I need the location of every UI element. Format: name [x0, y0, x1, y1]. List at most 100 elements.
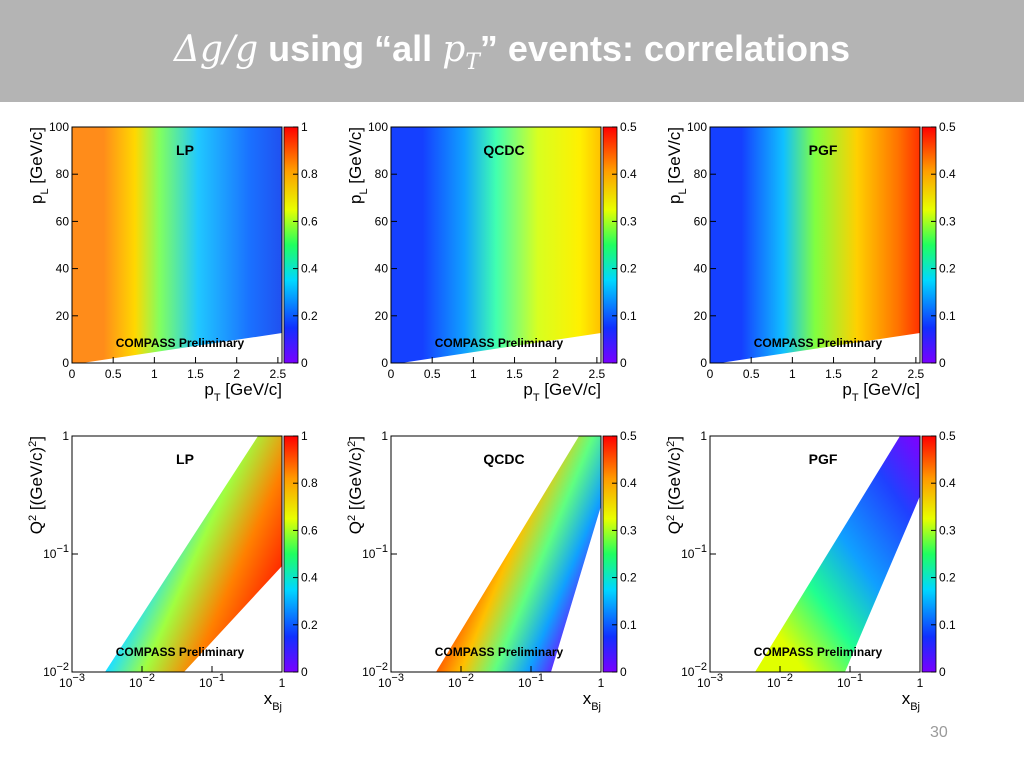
colorbar-tick-label: 0.3 [620, 523, 637, 537]
colorbar [602, 126, 618, 364]
x-tick-label: 0 [388, 367, 395, 381]
empty-region [720, 333, 920, 363]
colorbar-tick-label: 1 [301, 120, 308, 134]
label-part: 10 [199, 676, 213, 690]
label-part: −1 [56, 543, 69, 555]
plot-frame [709, 126, 921, 364]
label-part: −2 [780, 672, 793, 684]
label-part: −2 [56, 661, 69, 673]
y-tick-label: 60 [56, 214, 70, 228]
heatmap-band [436, 436, 601, 672]
x-tick-label: 2 [233, 367, 240, 381]
plot-label: PGF [809, 451, 838, 467]
x-tick-label: 2 [871, 367, 878, 381]
label-part: −3 [710, 672, 723, 684]
colorbar-tick-label: 0.4 [620, 476, 637, 490]
label-part: p [204, 380, 213, 399]
plot-label: QCDC [483, 142, 524, 158]
x-tick-label: 10−3 [697, 672, 723, 690]
x-tick-label: 2.5 [270, 367, 287, 381]
colorbar-tick-label: 0.2 [620, 262, 637, 276]
slide-title: Δ𝑔/𝑔 using “all 𝑝𝑇” events: correlations [0, 28, 1024, 75]
label-part: 1 [381, 429, 388, 443]
label-part: Bj [272, 701, 282, 713]
label-part: 10 [697, 676, 711, 690]
label-part: 1 [917, 676, 924, 690]
y-axis-label: Q2 [(GeV/c)2] [665, 436, 684, 534]
y-tick-label: 80 [56, 167, 70, 181]
label-part: 2 [346, 441, 358, 447]
label-part: Q [346, 521, 365, 534]
y-axis-label: pL [GeV/c] [27, 127, 51, 204]
label-part: 1 [700, 429, 707, 443]
colorbar-tick-label: 0.2 [301, 618, 318, 632]
y-tick-label: 40 [694, 262, 708, 276]
colorbar-tick-label: 0.5 [939, 429, 956, 443]
colorbar-tick-label: 0.8 [301, 476, 318, 490]
x-axis-label: xBj [902, 689, 920, 713]
x-axis-label: xBj [583, 689, 601, 713]
colorbar-tick-label: 0.5 [620, 429, 637, 443]
label-part: 2 [346, 515, 358, 521]
y-axis-label: pL [GeV/c] [665, 127, 689, 204]
label-part: 2 [27, 515, 39, 521]
label-part: p [842, 380, 851, 399]
title-text: using “all [258, 28, 443, 69]
y-tick-label: 10−2 [681, 661, 707, 679]
label-part: 10 [43, 665, 57, 679]
label-part: 10 [378, 676, 392, 690]
plot-label: LP [176, 142, 194, 158]
label-part: 1 [62, 429, 69, 443]
x-tick-label: 10−1 [518, 672, 544, 690]
plot-frame [390, 126, 602, 364]
y-tick-label: 80 [375, 167, 389, 181]
y-tick-label: 1 [381, 429, 388, 443]
label-part: −2 [142, 672, 155, 684]
colorbar-tick-label: 0.2 [620, 571, 637, 585]
y-tick-label: 60 [375, 214, 389, 228]
x-tick-label: 1.5 [187, 367, 204, 381]
colorbar-tick-label: 0.3 [939, 523, 956, 537]
empty-region [82, 333, 282, 363]
colorbar-tick-label: 0.2 [939, 262, 956, 276]
x-axis-label: xBj [264, 689, 282, 713]
x-tick-label: 10−3 [378, 672, 404, 690]
label-part: x [902, 689, 911, 708]
plot-frame [71, 126, 283, 364]
x-tick-label: 1 [279, 676, 286, 690]
colorbar [283, 126, 299, 364]
title-math: Δ𝑔/𝑔 [173, 29, 259, 70]
label-part: p [665, 195, 684, 204]
colorbar-tick-label: 0.2 [301, 309, 318, 323]
y-tick-label: 40 [375, 262, 389, 276]
label-part: −2 [461, 672, 474, 684]
colorbar-tick-label: 0.6 [301, 523, 318, 537]
colorbar-tick-label: 0.4 [620, 167, 637, 181]
x-tick-label: 10−1 [199, 672, 225, 690]
colorbar-tick-label: 0.4 [301, 571, 318, 585]
y-tick-label: 20 [375, 309, 389, 323]
label-part: [GeV/c] [221, 380, 282, 399]
colorbar-tick-label: 0.1 [939, 309, 956, 323]
plot-panel: 0 0.1 0.2 0.3 0.4 0.5 0 0.5 1 1.5 2 2.5 0 20 40 60 80 100… [665, 120, 956, 404]
label-part: [GeV/c] [665, 127, 684, 188]
y-tick-label: 10−1 [43, 543, 69, 561]
colorbar-tick-label: 0 [620, 356, 627, 370]
plot-label: LP [176, 451, 194, 467]
y-tick-label: 40 [56, 262, 70, 276]
label-part: Bj [910, 701, 920, 713]
y-tick-label: 80 [694, 167, 708, 181]
label-part: 2 [665, 515, 677, 521]
colorbar-tick-label: 0.4 [939, 167, 956, 181]
label-part: 2 [27, 441, 39, 447]
label-part: 10 [362, 547, 376, 561]
colorbar-tick-label: 0.3 [939, 214, 956, 228]
label-part: −2 [375, 661, 388, 673]
colorbar-tick-label: 0.4 [301, 262, 318, 276]
y-tick-label: 0 [381, 356, 388, 370]
y-tick-label: 100 [49, 120, 69, 134]
heatmap-band [755, 436, 920, 672]
header-bar: Δ𝑔/𝑔 using “all 𝑝𝑇” events: correlations [0, 0, 1024, 102]
